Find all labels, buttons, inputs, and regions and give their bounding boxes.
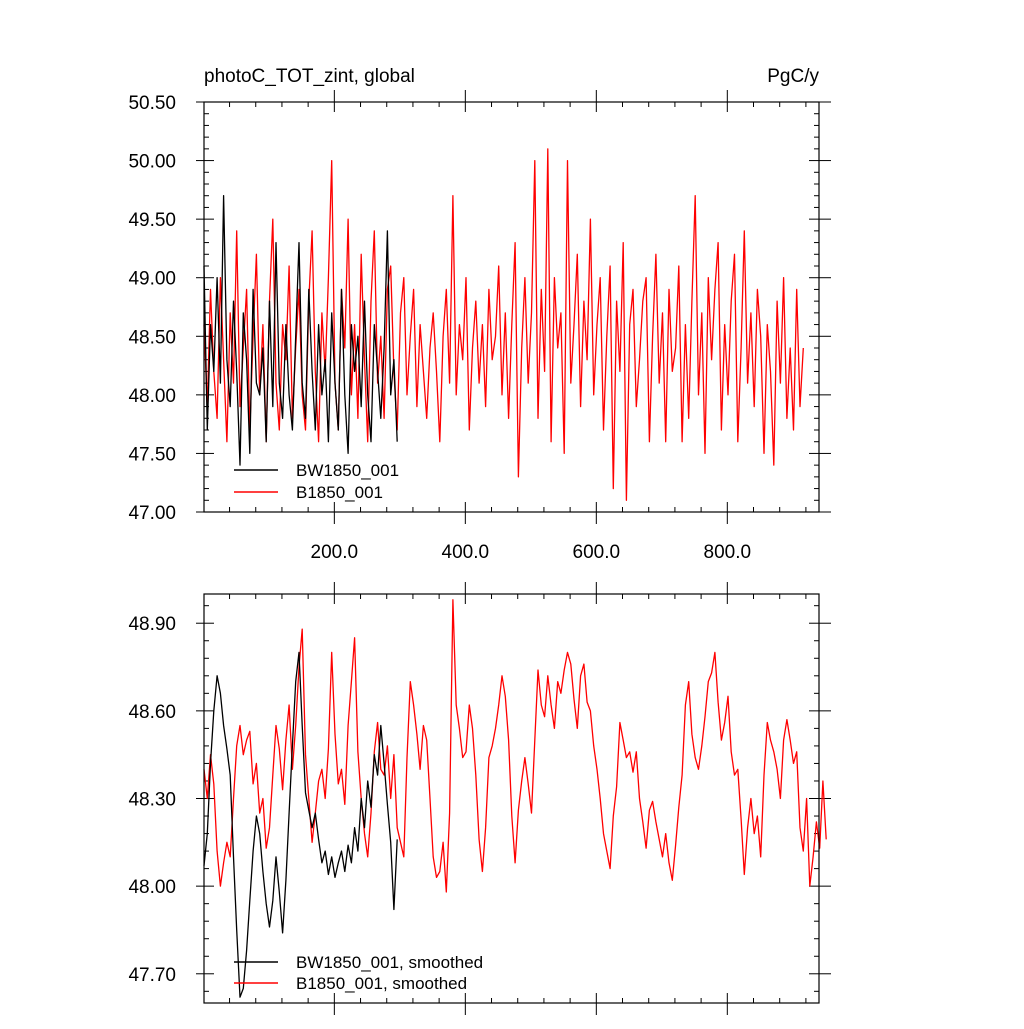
x-tick-label: 800.0 [704,542,752,563]
y-tick-label: 48.30 [128,790,176,811]
legend-label-bw1850-smoothed: BW1850_001, smoothed [296,953,483,972]
y-tick-label: 48.60 [128,702,176,723]
y-tick-label: 48.00 [128,877,176,898]
series-line-b1850-001-smoothed [203,599,827,893]
x-tick-label: 200.0 [311,542,359,563]
y-tick-label: 48.50 [128,327,176,348]
top-panel-title: photoC_TOT_zint, global [204,66,415,87]
top-panel-frame [203,101,820,513]
y-tick-label: 48.00 [128,386,176,407]
y-tick-label: 47.50 [128,444,176,465]
legend-label-b1850: B1850_001 [296,483,383,502]
y-tick-label: 50.50 [128,93,176,114]
y-tick-label: 48.90 [128,614,176,635]
bottom-panel-ticks [196,582,831,1015]
top-panel-x-tick-labels: 200.0 400.0 600.0 800.0 [311,542,752,563]
y-tick-label: 49.50 [128,210,176,231]
bottom-panel-y-tick-labels: 47.70 48.00 48.30 48.60 48.90 [128,614,176,986]
top-panel: photoC_TOT_zint, global PgC/y 200.0 400.0… [128,66,831,563]
top-panel-series [203,148,804,501]
y-tick-label: 47.00 [128,503,176,524]
legend-label-b1850-smoothed: B1850_001, smoothed [296,974,467,993]
bottom-panel-frame [203,593,820,1004]
top-panel-units: PgC/y [767,66,819,87]
bottom-panel: 47.70 48.00 48.30 48.60 48.90 BW1850_001, sm… [128,582,831,1015]
top-panel-legend: BW1850_001 B1850_001 [234,461,399,502]
x-tick-label: 400.0 [442,542,490,563]
bottom-panel-series [203,599,827,998]
y-tick-label: 47.70 [128,965,176,986]
series-line-bw1850-001 [203,195,398,466]
series-line-b1850-001 [203,148,804,501]
bottom-panel-legend: BW1850_001, smoothed B1850_001, smoothed [234,953,483,993]
x-tick-label: 600.0 [573,542,621,563]
legend-label-bw1850: BW1850_001 [296,461,399,480]
y-tick-label: 50.00 [128,152,176,173]
series-line-bw1850-001-smoothed [203,651,398,998]
top-panel-y-tick-labels: 47.00 47.50 48.00 48.50 49.00 49.50 50.00 50.50 [128,93,176,524]
y-tick-label: 49.00 [128,269,176,290]
